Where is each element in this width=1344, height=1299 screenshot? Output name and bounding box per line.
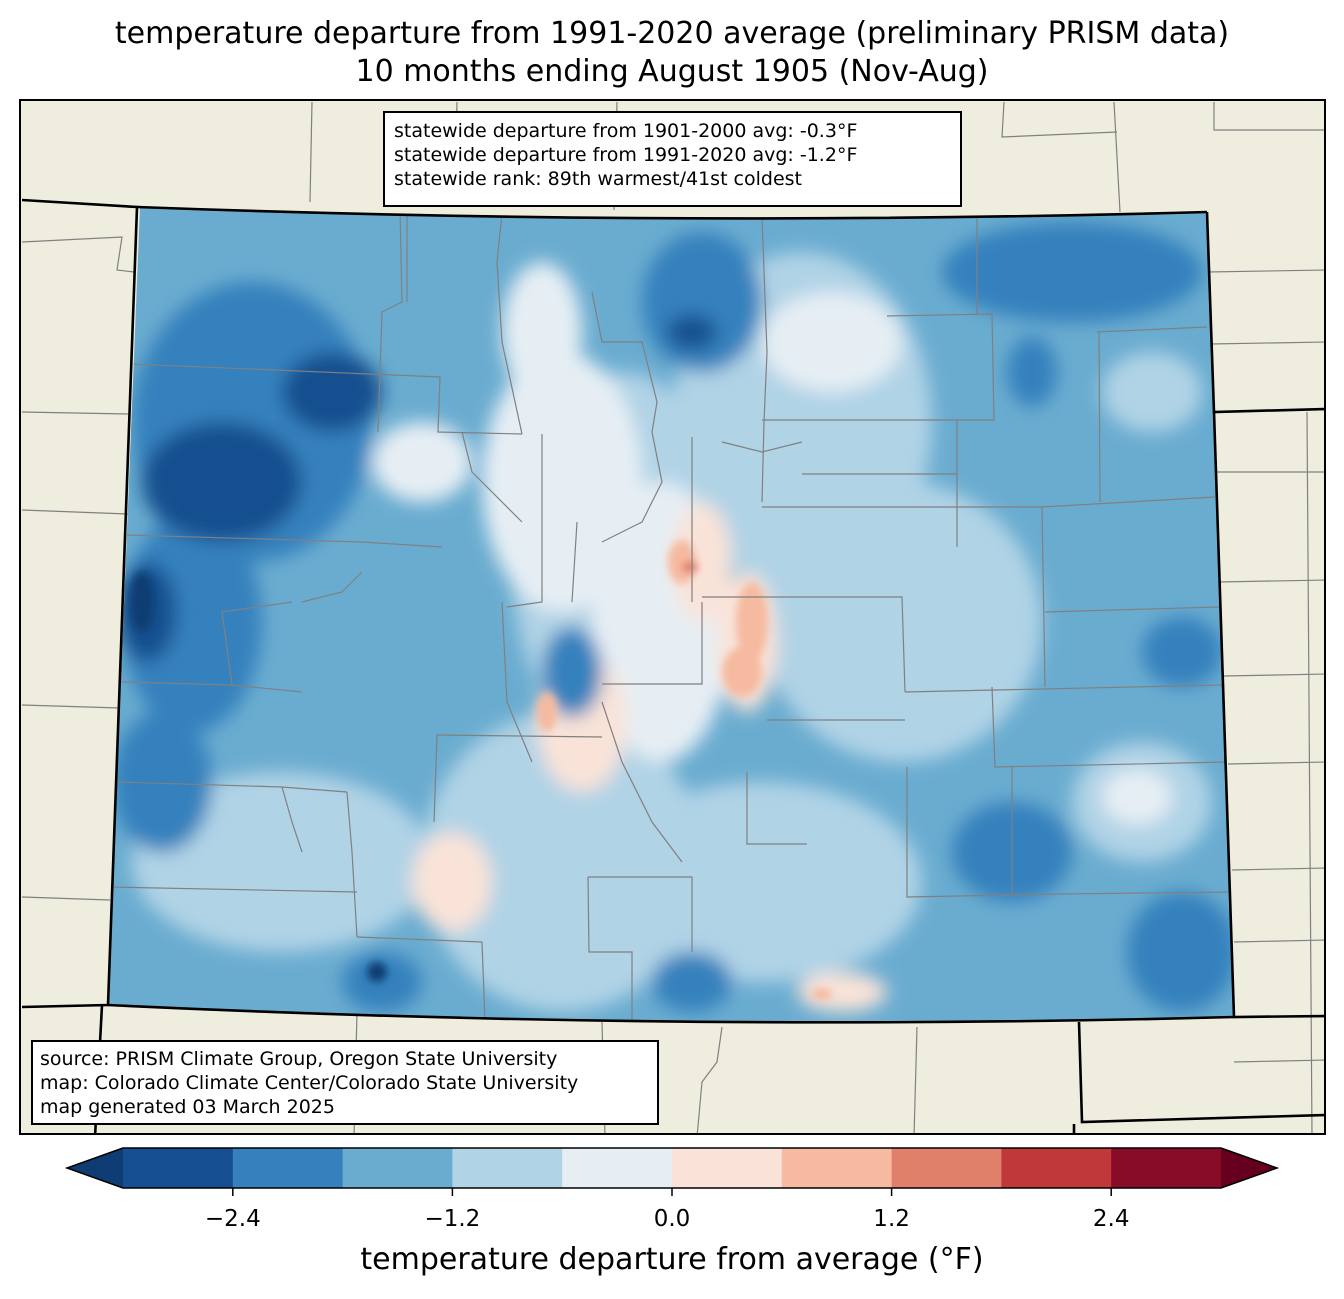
colorbar-bin [891, 1148, 1002, 1188]
colorbar-bin [672, 1148, 783, 1188]
neighbor-county-lines [21, 101, 1324, 1133]
colorbar-over-extension [1221, 1148, 1277, 1188]
colorbar-bin [1111, 1148, 1222, 1188]
map-title-line2: 10 months ending August 1905 (Nov-Aug) [355, 54, 989, 89]
colorbar-outline [64, 1147, 1280, 1189]
source-credit-box: source: PRISM Climate Group, Oregon Stat… [31, 1040, 659, 1125]
statewide-stats-box: statewide departure from 1901-2000 avg: … [383, 111, 962, 207]
map-title-line1: temperature departure from 1991-2020 ave… [114, 16, 1230, 51]
stats-line-1991-avg: statewide departure from 1991-2020 avg: … [394, 144, 858, 166]
colorbar-tick-label: −2.4 [204, 1206, 261, 1232]
colorbar-under-extension [67, 1148, 123, 1188]
colorbar [64, 1147, 1280, 1196]
stats-line-1900-avg: statewide departure from 1901-2000 avg: … [394, 120, 858, 142]
colorbar-bin [1001, 1148, 1112, 1188]
colorbar-tick-label: 2.4 [1092, 1206, 1130, 1232]
generated-date-line: map generated 03 March 2025 [40, 1096, 335, 1118]
temperature-departure-field [108, 207, 1234, 1023]
colorbar-label: temperature departure from average (°F) [360, 1242, 984, 1277]
colorbar-bin [123, 1148, 234, 1188]
colorbar-bin [342, 1148, 453, 1188]
colorbar-bin [232, 1148, 344, 1188]
map-panel [19, 99, 1326, 1135]
map-credit-line: map: Colorado Climate Center/Colorado St… [40, 1072, 579, 1094]
stats-line-rank: statewide rank: 89th warmest/41st coldes… [394, 168, 803, 190]
colorado-map [21, 101, 1324, 1133]
colorbar-tick-label: 1.2 [873, 1206, 910, 1232]
colorbar-tick-label: −1.2 [424, 1206, 481, 1232]
source-line: source: PRISM Climate Group, Oregon Stat… [40, 1048, 558, 1070]
colorbar-tick-label: 0.0 [653, 1206, 691, 1232]
colorbar-bin [452, 1148, 563, 1188]
colorbar-bin [781, 1148, 893, 1188]
colorbar-bin [562, 1148, 673, 1188]
state-boundaries [21, 198, 1324, 1133]
